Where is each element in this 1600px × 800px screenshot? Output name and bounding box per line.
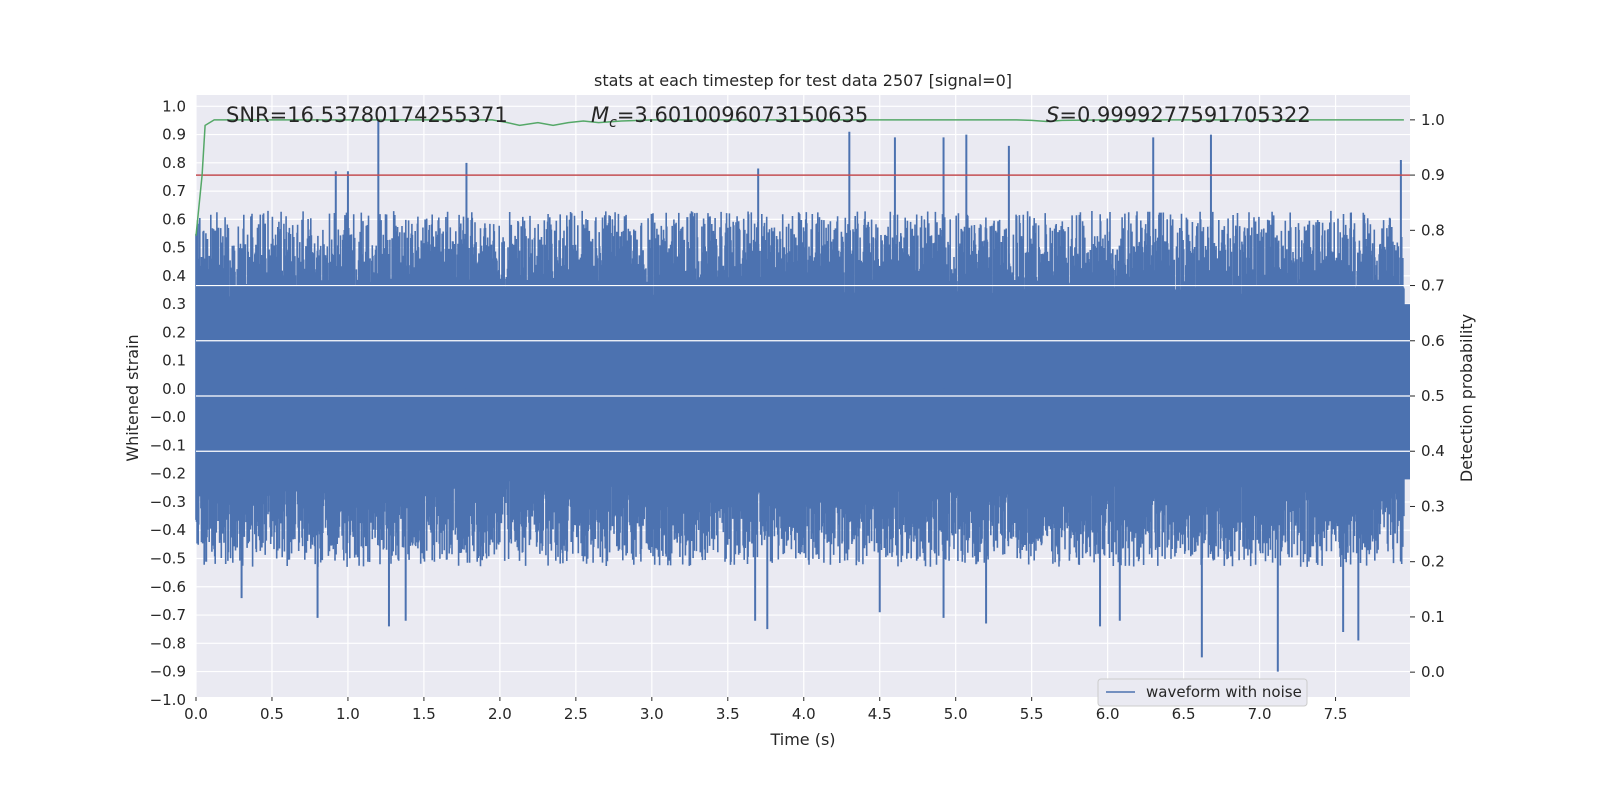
y-tick-label: −0.7 <box>150 606 186 624</box>
x-tick-label: 5.0 <box>944 705 968 723</box>
y-tick-label: 0.2 <box>162 323 186 341</box>
waveform-spikes <box>240 120 1402 672</box>
chirp-mass-symbol: M <box>591 103 609 127</box>
y-tick-label: 0.3 <box>162 295 186 313</box>
y-tick-label: −0.4 <box>150 521 186 539</box>
chirp-mass-value: =3.6010096073150635 <box>617 103 868 127</box>
y-tick-label: 0.7 <box>162 182 186 200</box>
x-tick-label: 1.0 <box>336 705 360 723</box>
snr-annotation: SNR=16.53780174255371 <box>226 103 508 127</box>
y2-tick-label: 0.8 <box>1421 221 1445 239</box>
chirp-mass-subscript: c <box>609 115 617 131</box>
x-tick-label: 1.5 <box>412 705 436 723</box>
legend-box <box>1097 678 1308 707</box>
x-tick-label: 7.0 <box>1248 705 1272 723</box>
y2-tick-label: 0.2 <box>1421 553 1445 571</box>
y-tick-label: 0.6 <box>162 210 186 228</box>
legend-label: waveform with noise <box>1146 683 1302 701</box>
y-tick-label: 1.0 <box>162 97 186 115</box>
waveform-core <box>197 304 1410 480</box>
x-tick-label: 0.0 <box>184 705 208 723</box>
y-axis-ticks: 1.0 0.9 0.8 0.7 0.6 0.5 0.4 0.3 0.2 0.1 0.0 −0.0 −0.… <box>150 97 186 709</box>
y-axis-label: Whitened strain <box>123 334 142 461</box>
y2-tick-label: 0.6 <box>1421 332 1445 350</box>
y2-axis-ticks: 1.0 0.9 0.8 0.7 0.6 0.5 0.4 0.3 0.2 0.1 0.0 <box>1410 111 1445 681</box>
y-tick-label: −0.5 <box>150 550 186 568</box>
x-tick-label: 2.0 <box>488 705 512 723</box>
detection-stat-value: =0.9999277591705322 <box>1059 103 1310 127</box>
x-tick-label: 3.5 <box>716 705 740 723</box>
x-axis-label: Time (s) <box>769 730 835 749</box>
x-tick-label: 6.0 <box>1096 705 1120 723</box>
x-axis-ticks: 0.0 0.5 1.0 1.5 2.0 2.5 3.0 3.5 4.0 4.5 5.0 5.5 6.0 6… <box>184 697 1347 723</box>
y-tick-label: −0.3 <box>150 493 186 511</box>
x-tick-label: 0.5 <box>260 705 284 723</box>
x-tick-label: 6.5 <box>1172 705 1196 723</box>
chirp-mass-annotation: Mc=3.6010096073150635 <box>591 103 868 131</box>
y2-axis-label: Detection probability <box>1457 314 1476 482</box>
y-tick-label: 0.8 <box>162 154 186 172</box>
y2-tick-label: 0.3 <box>1421 497 1445 515</box>
x-tick-label: 7.5 <box>1324 705 1348 723</box>
x-tick-label: 4.5 <box>868 705 892 723</box>
y-tick-label: −1.0 <box>150 691 186 709</box>
y-tick-label: 0.9 <box>162 126 186 144</box>
y-tick-label: 0.0 <box>162 380 186 398</box>
y-tick-label: 0.1 <box>162 352 186 370</box>
y2-tick-label: 0.5 <box>1421 387 1445 405</box>
y-tick-label: −0.0 <box>150 408 186 426</box>
x-tick-label: 5.5 <box>1020 705 1044 723</box>
detection-probability-line <box>195 119 1404 236</box>
y2-tick-label: 0.0 <box>1421 663 1445 681</box>
x-tick-label: 2.5 <box>564 705 588 723</box>
waveform-series <box>195 210 1410 567</box>
chart-title: stats at each timestep for test data 250… <box>594 71 1012 90</box>
detection-stat-symbol: S <box>1046 103 1059 127</box>
y-tick-label: −0.8 <box>150 634 186 652</box>
y-tick-label: −0.9 <box>150 663 186 681</box>
y-tick-label: −0.1 <box>150 436 186 454</box>
y2-tick-label: 0.9 <box>1421 166 1445 184</box>
y-tick-label: −0.2 <box>150 465 186 483</box>
y-tick-label: 0.5 <box>162 239 186 257</box>
grid-lines-overlay <box>196 284 1410 452</box>
legend: waveform with noise <box>1097 678 1308 707</box>
y2-tick-label: 0.7 <box>1421 277 1445 295</box>
y2-tick-label: 0.4 <box>1421 442 1445 460</box>
detection-stat-annotation: S=0.9999277591705322 <box>1046 103 1311 127</box>
x-tick-label: 3.0 <box>640 705 664 723</box>
y2-tick-label: 1.0 <box>1421 111 1445 129</box>
y-tick-label: −0.6 <box>150 578 186 596</box>
y-tick-label: 0.4 <box>162 267 186 285</box>
y2-tick-label: 0.1 <box>1421 608 1445 626</box>
x-tick-label: 4.0 <box>792 705 816 723</box>
